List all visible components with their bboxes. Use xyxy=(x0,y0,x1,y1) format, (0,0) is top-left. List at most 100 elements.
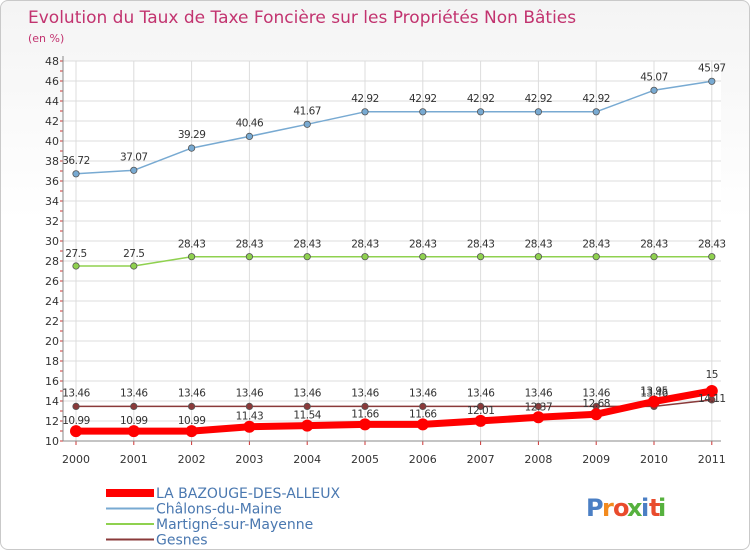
logo-letter: o xyxy=(613,494,630,522)
data-point xyxy=(534,402,543,410)
y-tick-label: 18 xyxy=(45,355,59,368)
data-point xyxy=(130,402,138,410)
data-label: 42.92 xyxy=(582,93,610,105)
data-label: 37.07 xyxy=(120,151,148,163)
series-line-3 xyxy=(75,399,713,408)
data-point xyxy=(72,262,80,270)
y-tick-label: 24 xyxy=(45,295,59,308)
plot-area xyxy=(63,61,721,441)
data-label: 13.46 xyxy=(467,387,495,399)
legend: LA BAZOUGE-DES-ALLEUXChâlons-du-MaineMar… xyxy=(106,486,340,549)
data-point xyxy=(130,262,138,270)
x-tick-label: 2010 xyxy=(640,453,668,466)
data-point xyxy=(188,144,196,152)
axes: 10 12 14 16 18 20 22 24 26 28 30 32 34 36 38 40 42 44 46 48… xyxy=(45,55,726,466)
y-tick-label: 10 xyxy=(45,435,59,448)
data-label: 42.92 xyxy=(409,93,437,105)
x-tick-label: 2005 xyxy=(351,453,379,466)
x-tick-label: 2011 xyxy=(698,453,726,466)
data-point xyxy=(359,418,371,431)
data-label: 14.11 xyxy=(698,393,726,405)
logo-letter: i xyxy=(658,494,666,522)
legend-label-2: Martigné-sur-Mayenne xyxy=(156,517,313,533)
data-label: 13.46 xyxy=(178,387,206,399)
data-point xyxy=(650,86,658,94)
data-point xyxy=(301,419,314,432)
data-label: 11.66 xyxy=(409,408,437,420)
data-point xyxy=(70,425,82,438)
data-point xyxy=(705,385,718,397)
data-point xyxy=(361,108,369,116)
data-point xyxy=(303,402,311,410)
data-point xyxy=(474,414,487,427)
x-tick-label: 2000 xyxy=(62,453,90,466)
y-tick-label: 26 xyxy=(45,275,59,288)
legend-label-3: Gesnes xyxy=(156,533,208,549)
data-point xyxy=(127,425,140,438)
y-tick-label: 16 xyxy=(45,375,59,388)
chart-subtitle: (en %) xyxy=(28,32,64,45)
data-point xyxy=(534,108,543,116)
series-line-2 xyxy=(75,255,713,267)
data-point xyxy=(648,395,660,408)
data-label: 13.46 xyxy=(640,387,668,399)
data-label: 15 xyxy=(706,369,718,381)
data-label: 36.72 xyxy=(62,155,90,167)
series-line-0 xyxy=(72,387,716,435)
y-tick-label: 46 xyxy=(45,75,59,88)
data-point xyxy=(72,170,80,178)
data-label: 40.46 xyxy=(236,117,264,129)
data-label: 11.66 xyxy=(351,408,379,420)
data-label: 27.5 xyxy=(123,248,144,260)
data-point xyxy=(708,253,716,261)
x-tick-label: 2007 xyxy=(467,453,495,466)
data-label: 41.67 xyxy=(293,105,321,117)
data-point xyxy=(476,253,485,261)
data-label: 28.43 xyxy=(409,239,437,251)
y-tick-label: 36 xyxy=(45,175,59,188)
y-tick-label: 40 xyxy=(45,135,59,148)
data-point xyxy=(245,253,253,261)
data-label: 28.43 xyxy=(525,239,553,251)
y-tick-label: 30 xyxy=(45,235,59,248)
data-label: 13.46 xyxy=(236,387,264,399)
y-tick-label: 20 xyxy=(45,335,59,348)
series-line-1 xyxy=(75,80,713,175)
data-label: 28.43 xyxy=(582,239,610,251)
data-point xyxy=(245,132,253,140)
data-point xyxy=(185,425,198,438)
data-label: 12.01 xyxy=(467,405,495,417)
data-point xyxy=(708,77,716,85)
y-tick-label: 34 xyxy=(45,195,59,208)
data-label: 28.43 xyxy=(293,239,321,251)
data-label: 39.29 xyxy=(178,129,206,141)
x-tick-label: 2002 xyxy=(178,453,206,466)
data-label: 28.43 xyxy=(698,239,726,251)
y-tick-label: 14 xyxy=(45,395,59,408)
data-label: 28.43 xyxy=(467,239,495,251)
logo-letter: P xyxy=(586,494,604,522)
data-label: 13.46 xyxy=(351,387,379,399)
grid xyxy=(63,60,721,442)
data-label: 10.99 xyxy=(62,415,90,427)
data-point xyxy=(303,120,311,128)
y-tick-label: 42 xyxy=(45,115,59,128)
data-point xyxy=(361,402,369,410)
data-label: 13.46 xyxy=(120,387,148,399)
data-point xyxy=(245,402,253,410)
data-point xyxy=(650,253,658,261)
data-point xyxy=(476,402,485,410)
data-label: 11.43 xyxy=(236,411,264,423)
data-point xyxy=(416,418,429,431)
data-point xyxy=(592,253,600,261)
data-label: 45.07 xyxy=(640,71,668,83)
data-point xyxy=(361,253,369,261)
data-label: 13.46 xyxy=(293,387,321,399)
data-point xyxy=(419,108,427,116)
x-tick-label: 2006 xyxy=(409,453,437,466)
x-tick-label: 2008 xyxy=(524,453,552,466)
chart-title: Evolution du Taux de Taxe Foncière sur l… xyxy=(28,8,576,28)
data-label: 13.46 xyxy=(582,387,610,399)
y-tick-label: 48 xyxy=(45,55,59,68)
